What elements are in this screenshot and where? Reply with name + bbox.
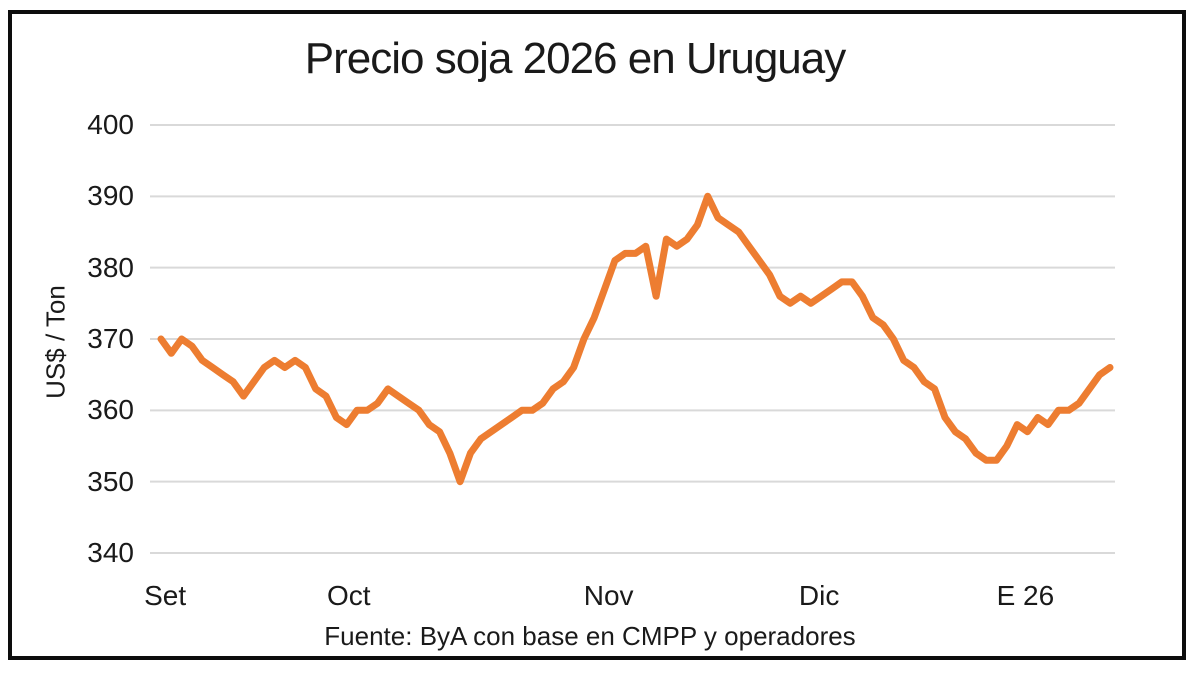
price-line <box>157 192 1114 486</box>
source-caption: Fuente: ByA con base en CMPP y operadore… <box>324 621 856 651</box>
y-tick-label: 370 <box>87 323 134 354</box>
x-tick-label: E 26 <box>996 580 1055 611</box>
x-tick-label: Nov <box>583 580 634 611</box>
y-tick-label: 380 <box>87 251 134 283</box>
x-tick-label: Oct <box>326 580 371 611</box>
y-tick-label: 350 <box>87 465 134 497</box>
x-tick-label: Dic <box>798 580 840 611</box>
y-tick-label: 390 <box>87 180 134 212</box>
y-tick-label: 360 <box>87 394 134 426</box>
chart-title: Precio soja 2026 en Uruguay <box>304 34 846 83</box>
y-tick-label: 400 <box>87 109 134 140</box>
chart-frame <box>8 10 1186 660</box>
y-tick-label: 340 <box>87 537 134 568</box>
x-tick-label: Set <box>144 580 187 611</box>
